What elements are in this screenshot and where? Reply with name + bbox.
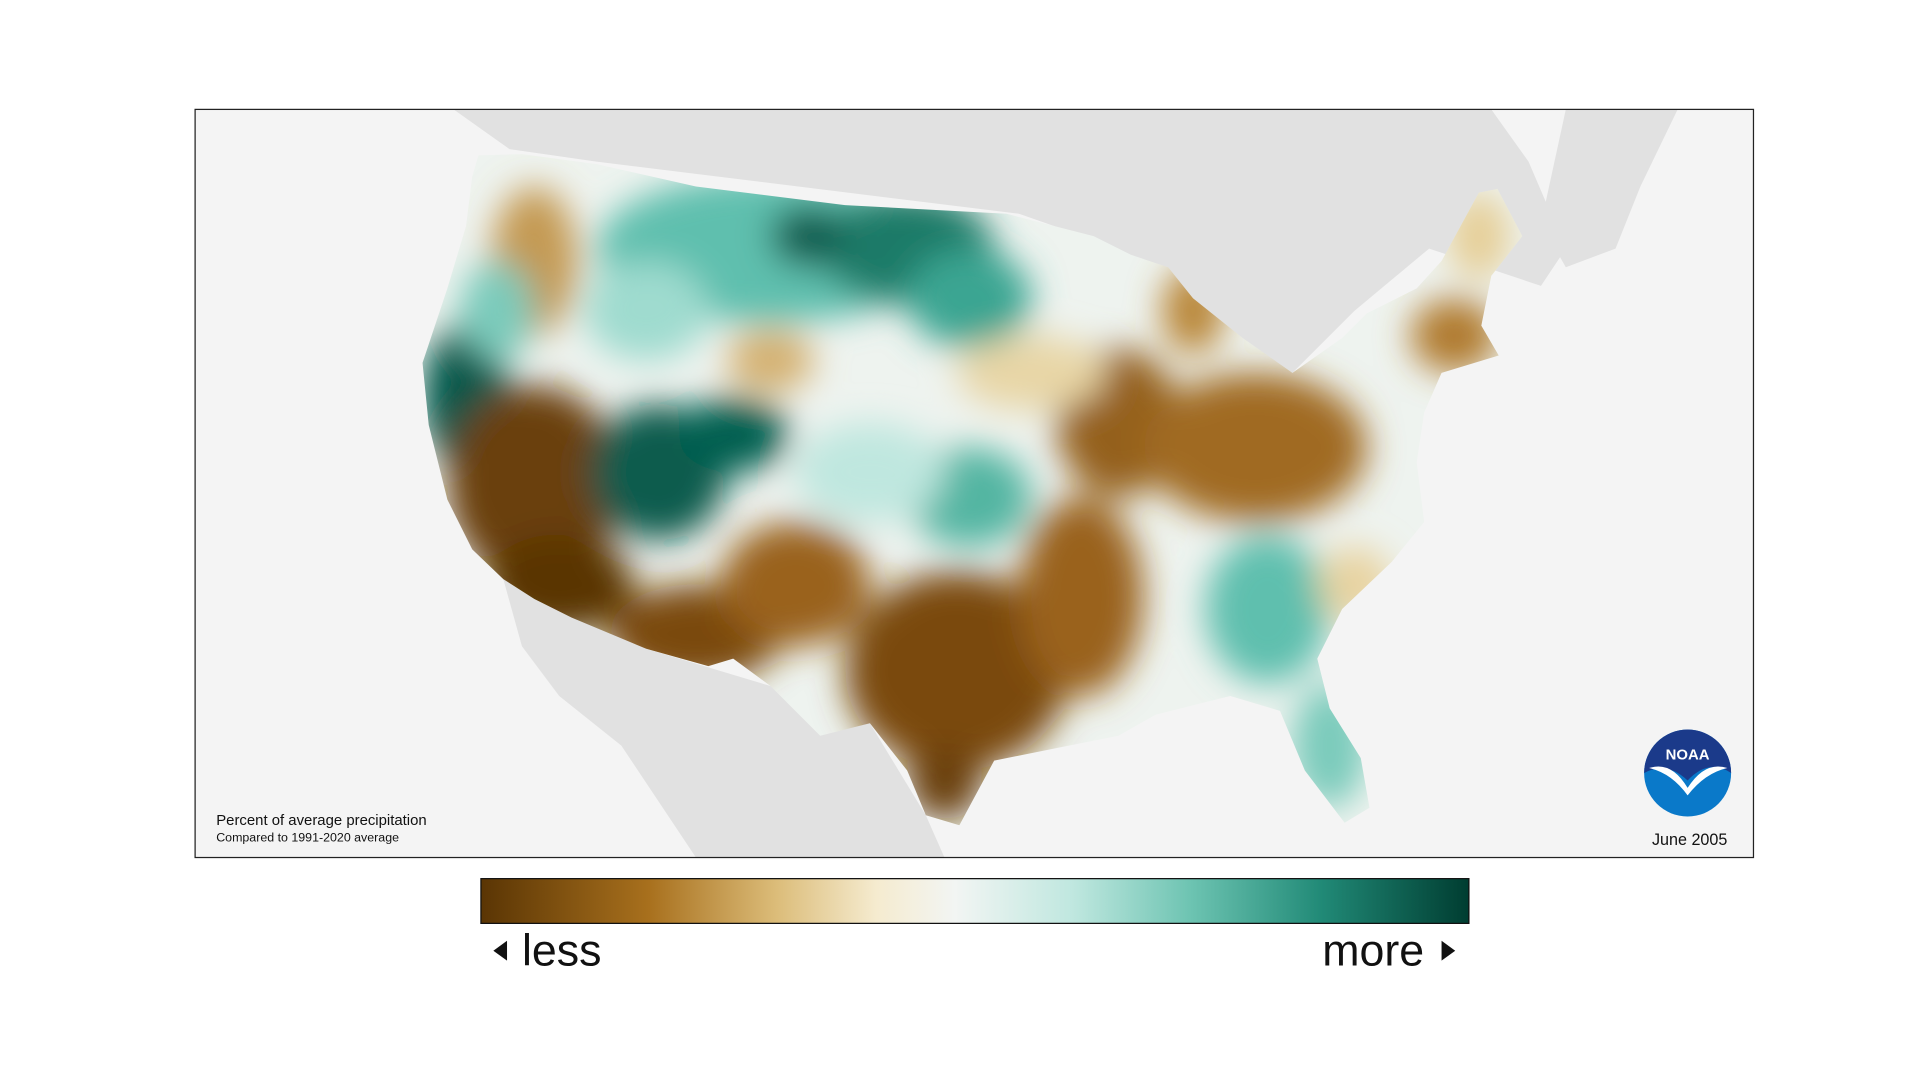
map-date: June 2005	[1652, 831, 1727, 849]
mexico	[503, 579, 945, 858]
noaa-logo: NOAA	[1644, 729, 1732, 817]
legend-right-arrow	[1441, 940, 1456, 961]
surrounding-land	[453, 109, 1678, 858]
logo-text: NOAA	[1666, 747, 1710, 763]
legend-left-arrow	[493, 940, 508, 961]
map-title: Percent of average precipitation	[216, 813, 426, 829]
map-frame	[194, 108, 1755, 859]
anomaly-blobs	[422, 174, 1510, 821]
legend-high-label: more	[1322, 927, 1424, 976]
canada-east	[1540, 109, 1678, 268]
legend-low-label: less	[522, 927, 602, 976]
canada	[453, 109, 1566, 373]
legend-colorbar	[480, 878, 1470, 924]
logo-bird	[1649, 766, 1728, 796]
map-subtitle: Compared to 1991-2020 average	[216, 830, 399, 844]
